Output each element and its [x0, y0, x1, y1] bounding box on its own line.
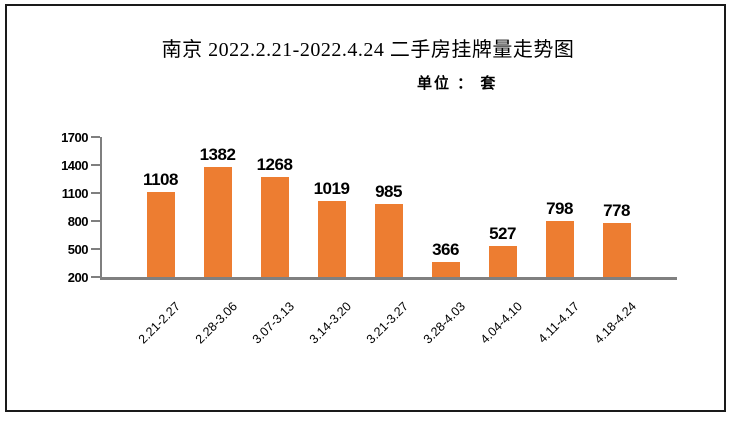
- bar: [146, 192, 175, 277]
- y-tick-label: 1700: [61, 129, 88, 145]
- x-category-label: 4.11-4.17: [535, 299, 582, 346]
- bar-value-label: 1108: [143, 170, 178, 189]
- bar-value-label: 1382: [199, 145, 236, 164]
- chart-title: 南京 2022.2.21-2022.4.24 二手房挂牌量走势图: [161, 39, 575, 61]
- bar: [317, 201, 346, 277]
- x-category-label: 2.28-3.06: [192, 299, 240, 347]
- bar-series: 1108 2.21-2.27 1382 2.28-3.06 1268 3.07-…: [132, 137, 645, 347]
- bar-value-label: 1019: [313, 179, 350, 198]
- y-tick-label: 200: [67, 269, 89, 285]
- plot-area: 1700 1400 1100 800 500 200 1108 2.2: [61, 131, 677, 347]
- bar-value-label: 985: [375, 182, 402, 201]
- y-tick: 200: [54, 271, 100, 284]
- y-tick-mark: [91, 276, 100, 278]
- y-tick-label: 500: [67, 241, 89, 257]
- y-tick-mark: [91, 248, 100, 250]
- bar-value-label: 366: [432, 240, 459, 259]
- y-tick-mark: [91, 136, 100, 138]
- bar-column: 798 4.11-4.17: [531, 137, 588, 346]
- y-tick: 500: [54, 243, 100, 256]
- bar: [431, 262, 460, 277]
- bar-column: 527 4.04-4.10: [474, 137, 531, 347]
- bar-value-label: 778: [603, 201, 630, 220]
- bar-value-label: 1268: [256, 155, 293, 174]
- y-tick-mark: [91, 164, 100, 166]
- y-tick-label: 1100: [61, 185, 89, 201]
- x-category-label: 3.14-3.20: [306, 299, 354, 347]
- y-tick-label: 800: [67, 213, 89, 229]
- x-category-label: 3.21-3.27: [363, 299, 411, 347]
- y-tick: 1400: [54, 159, 100, 172]
- y-tick: 1700: [54, 131, 100, 144]
- x-category-label: 3.28-4.03: [420, 299, 468, 347]
- bar: [203, 167, 232, 277]
- bar-column: 778 4.18-4.24: [588, 137, 645, 347]
- y-tick: 800: [54, 215, 100, 228]
- y-tick-mark: [91, 192, 100, 194]
- bar-column: 366 3.28-4.03: [417, 137, 474, 347]
- bar-column: 1382 2.28-3.06: [189, 137, 246, 347]
- bar: [488, 246, 517, 277]
- x-category-label: 2.21-2.27: [135, 299, 183, 347]
- bar: [545, 221, 574, 277]
- x-category-label: 4.04-4.10: [477, 299, 525, 347]
- y-axis: [100, 137, 102, 280]
- bar-column: 1019 3.14-3.20: [303, 137, 360, 347]
- bar: [260, 177, 289, 277]
- bar: [374, 204, 403, 277]
- bar-column: 985 3.21-3.27: [360, 137, 417, 347]
- y-tick-label: 1400: [61, 157, 88, 173]
- x-category-label: 4.18-4.24: [591, 299, 639, 347]
- y-tick-mark: [91, 220, 100, 222]
- chart-unit-subtitle: 单位 ： 套: [417, 75, 498, 92]
- bar-column: 1268 3.07-3.13: [246, 137, 303, 347]
- y-tick: 1100: [54, 187, 100, 200]
- x-axis: [100, 277, 677, 280]
- bar-column: 1108 2.21-2.27: [132, 137, 189, 347]
- x-category-label: 3.07-3.13: [249, 299, 297, 347]
- bar-value-label: 798: [546, 199, 573, 218]
- bar-value-label: 527: [489, 224, 516, 243]
- bar: [602, 223, 631, 277]
